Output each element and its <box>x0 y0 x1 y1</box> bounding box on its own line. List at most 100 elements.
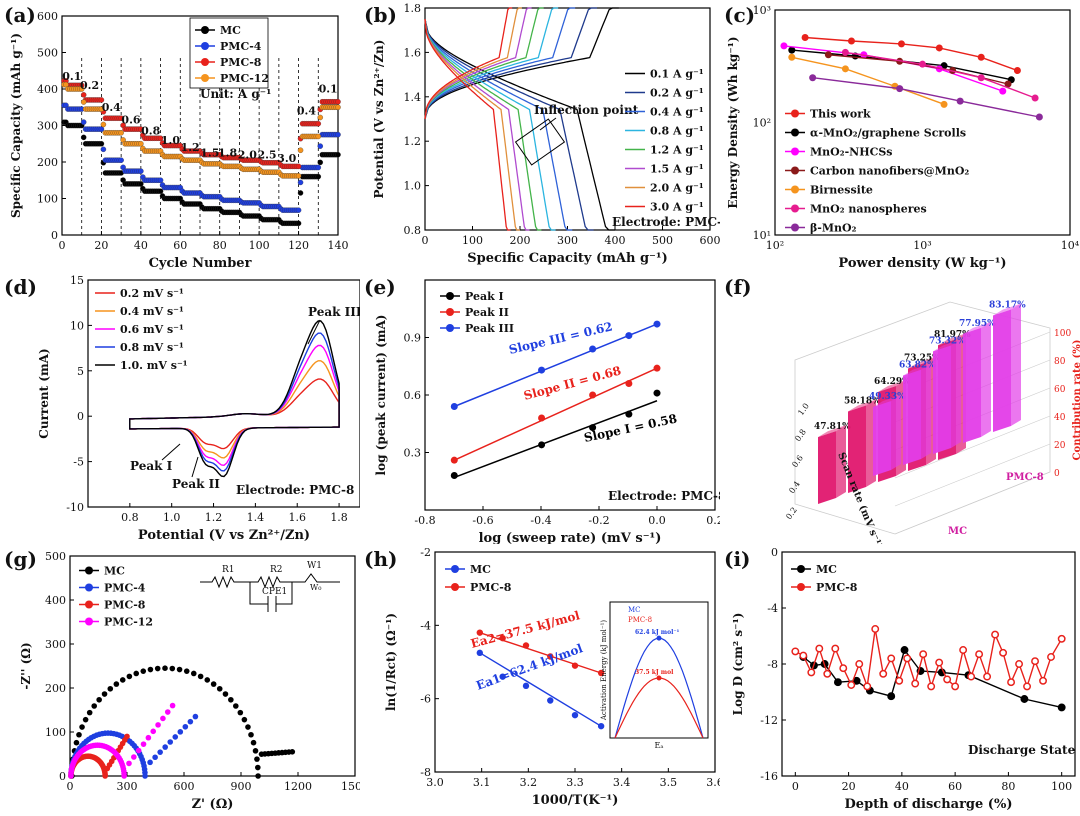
panel-a: (a) Cycle Number Specific Capacity (mAh g⁻… <box>0 0 360 272</box>
circuit-label: R1 <box>222 565 235 575</box>
x-axis-label: Potential (V vs Zn²⁺/Zn) <box>138 528 310 543</box>
data-point <box>169 702 176 709</box>
data-point <box>154 665 161 672</box>
y-tick-label: 0.6 <box>790 454 805 470</box>
data-point <box>653 389 661 397</box>
discharge-curve <box>424 19 542 231</box>
legend-entry: This work <box>785 108 871 121</box>
x-tick-label: 120 <box>288 239 309 252</box>
legend-marker <box>451 583 459 591</box>
data-point <box>254 756 260 762</box>
legend-label: Carbon nanofibers@MnO₂ <box>810 165 969 178</box>
arrhenius-series <box>476 629 605 677</box>
rate-label: 0.8 <box>141 125 160 138</box>
legend-entry: MC <box>445 563 491 576</box>
data-point <box>138 168 144 174</box>
discharge-curve <box>424 19 530 231</box>
x-tick-label: 600 <box>174 780 195 793</box>
rate-label: 1.5 <box>200 147 219 160</box>
data-point <box>919 60 926 68</box>
data-point <box>241 716 248 723</box>
data-point <box>887 692 896 701</box>
fit-line <box>479 652 602 727</box>
legend: 0.1 A g⁻¹ 0.2 A g⁻¹ 0.4 A g⁻¹ 0.8 A g⁻¹ 1.2 … <box>625 68 704 214</box>
bar-pmc-8 <box>903 363 931 465</box>
data-point <box>295 220 302 227</box>
legend-entry: PMC-4 <box>195 40 262 53</box>
legend-label: 0.4 A g⁻¹ <box>650 106 704 119</box>
x-tick-label: 3.4 <box>613 776 631 789</box>
x-tick-label: 0 <box>792 780 799 793</box>
legend-marker <box>201 58 209 66</box>
data-point <box>210 681 217 687</box>
legend-label: PMC-12 <box>220 72 269 85</box>
data-point <box>98 97 105 103</box>
data-point <box>476 649 483 657</box>
data-point <box>162 665 168 671</box>
data-point <box>315 173 322 180</box>
data-point <box>547 653 554 660</box>
panel-label: (e) <box>364 275 396 299</box>
x-tick-label: 0 <box>422 234 429 247</box>
inset-y-label: Activation Energy (kJ mol⁻¹) <box>600 620 608 722</box>
data-point <box>187 718 194 725</box>
x-tick-label: 80 <box>1001 780 1015 793</box>
x-tick-label: 0.8 <box>121 511 139 524</box>
z-tick-label: 40 <box>1054 413 1066 423</box>
data-point <box>983 672 992 681</box>
peak-label: Peak III <box>308 305 360 319</box>
legend-marker <box>85 600 93 609</box>
legend-label: 2.0 A g⁻¹ <box>650 182 704 195</box>
bar-front <box>848 405 866 493</box>
y-axis-label: Current (mA) <box>37 348 51 438</box>
bar-value-label: 58.18% <box>844 397 881 407</box>
y-tick-label: 0 <box>59 770 66 783</box>
y-tick-label: 1.2 <box>404 135 422 148</box>
data-point <box>248 731 254 738</box>
chart-svg-d: (d) Potential (V vs Zn²⁺/Zn) Current (mA) 0… <box>4 274 360 543</box>
x-axis-label: Power density (W kg⁻¹) <box>838 256 1006 271</box>
bar-top <box>933 339 961 352</box>
legend-label: 1.2 A g⁻¹ <box>650 144 704 157</box>
legend-label: MnO₂-NHCSs <box>810 146 892 159</box>
peak-arrow <box>161 443 181 461</box>
panel-f: (f) 0 20 40 60 80 100 47.81% 58.18% 64.29% 73.25% 8… <box>720 272 1080 544</box>
legend-entry: 1.0. mV s⁻¹ <box>95 359 188 372</box>
peak-arrow <box>191 456 199 478</box>
bar-front <box>818 431 836 504</box>
legend: Peak I Peak II Peak III <box>440 290 514 335</box>
grid-line <box>894 415 1051 479</box>
y-tick-label: -4 <box>767 602 778 615</box>
legend-marker <box>85 583 93 592</box>
x-tick-label: 3.0 <box>426 776 444 789</box>
data-point <box>1047 653 1055 661</box>
legend-label: 3.0 A g⁻¹ <box>650 201 704 214</box>
legend: MC PMC-8 <box>445 563 512 594</box>
data-point <box>815 644 824 653</box>
charge-curve <box>424 7 597 120</box>
data-point <box>1057 703 1066 712</box>
data-point <box>119 677 126 683</box>
legend-entry: 0.8 mV s⁻¹ <box>95 341 184 354</box>
bar-front <box>903 369 921 465</box>
plot-frame <box>69 555 356 777</box>
x-tick-label: 500 <box>652 234 673 247</box>
chart-svg-i: (i) Depth of discharge (%) Log D (cm² s⁻¹)… <box>724 546 1076 812</box>
data-point <box>943 675 952 684</box>
legend-label: MC <box>220 24 241 37</box>
legend: 0.2 mV s⁻¹ 0.4 mV s⁻¹ 0.6 mV s⁻¹ 0.8 mV s⁻¹… <box>95 287 188 372</box>
data-point <box>76 731 82 738</box>
data-point <box>157 135 164 142</box>
y-tick-label: 500 <box>37 47 58 60</box>
x-tick-label: 1.6 <box>288 511 306 524</box>
bar-value-label: 77.95% <box>959 319 996 329</box>
data-point <box>887 654 896 663</box>
data-point <box>157 188 164 194</box>
rate-label: 2.5 <box>257 148 276 161</box>
series-line <box>791 56 945 105</box>
data-point <box>871 625 880 633</box>
data-point <box>799 651 808 660</box>
discharge-note: Discharge State <box>968 743 1076 757</box>
bar-front <box>993 309 1011 432</box>
